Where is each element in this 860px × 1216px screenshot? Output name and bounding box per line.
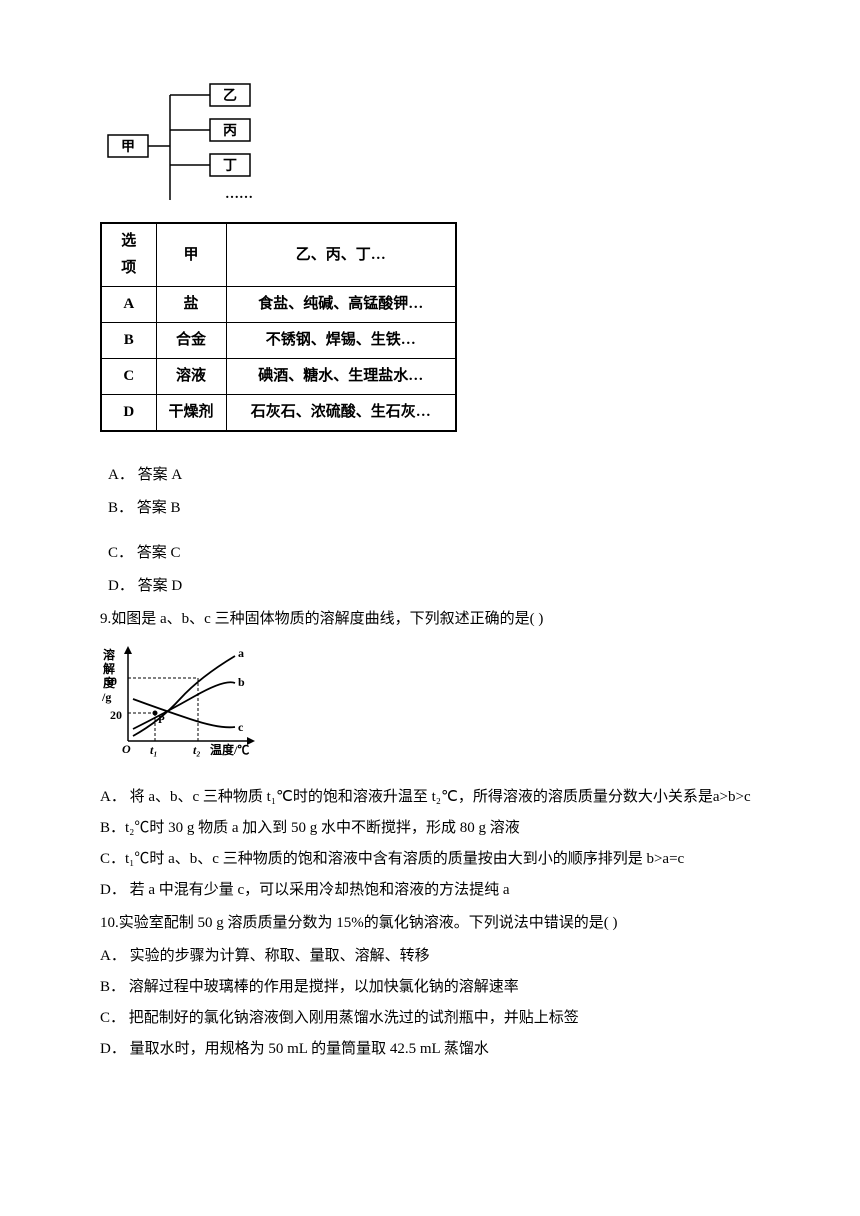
svg-text:P: P bbox=[158, 714, 165, 726]
svg-text:……: …… bbox=[225, 187, 253, 202]
table-header-1: 甲 bbox=[156, 223, 226, 287]
q10-stem: 10.实验室配制 50 g 溶质质量分数为 15%的氯化钠溶液。下列说法中错误的… bbox=[100, 910, 760, 937]
svg-text:c: c bbox=[238, 720, 244, 734]
table-row: B合金不锈钢、焊锡、生铁… bbox=[101, 323, 456, 359]
table-header-2: 乙、丙、丁… bbox=[226, 223, 456, 287]
svg-text:a: a bbox=[238, 646, 244, 660]
svg-text:t₁: t₁ bbox=[150, 743, 158, 757]
svg-text:O: O bbox=[122, 742, 131, 756]
q9-opt-d: D． 若 a 中混有少量 c，可以采用冷却热饱和溶液的方法提纯 a bbox=[100, 877, 760, 904]
svg-text:50: 50 bbox=[105, 674, 117, 688]
tree-leaf-0: 乙 bbox=[223, 88, 237, 104]
option-b: B． 答案 B bbox=[100, 495, 760, 522]
q9-opt-c: C．t₁℃时 a、b、c 三种物质的饱和溶液中含有溶质的质量按由大到小的顺序排列… bbox=[100, 846, 760, 873]
q10-opt-d: D． 量取水时，用规格为 50 mL 的量筒量取 42.5 mL 蒸馏水 bbox=[100, 1036, 760, 1063]
q10-opt-c: C． 把配制好的氯化钠溶液倒入刚用蒸馏水洗过的试剂瓶中，并贴上标签 bbox=[100, 1005, 760, 1032]
tree-root: 甲 bbox=[121, 139, 135, 155]
table-row: D干燥剂石灰石、浓硫酸、生石灰… bbox=[101, 395, 456, 432]
category-table: 选项 甲 乙、丙、丁… A盐食盐、纯碱、高锰酸钾… B合金不锈钢、焊锡、生铁… … bbox=[100, 222, 457, 432]
solubility-chart: 溶 解 度 /g 50 20 O a b c P t₁ t₂ 温度/℃ bbox=[100, 641, 760, 776]
option-d: D． 答案 D bbox=[100, 573, 760, 600]
tree-leaf-2: 丁 bbox=[223, 159, 237, 174]
q9-stem: 9.如图是 a、b、c 三种固体物质的溶解度曲线，下列叙述正确的是( ) bbox=[100, 606, 760, 633]
svg-text:温度/℃: 温度/℃ bbox=[210, 742, 249, 757]
option-a: A． 答案 A bbox=[100, 462, 760, 489]
q9-opt-a: A． 将 a、b、c 三种物质 t₁℃时的饱和溶液升温至 t₂℃，所得溶液的溶质… bbox=[100, 784, 760, 811]
q10-opt-a: A． 实验的步骤为计算、称取、量取、溶解、转移 bbox=[100, 943, 760, 970]
option-c: C． 答案 C bbox=[100, 540, 760, 567]
tree-diagram: 甲 乙 丙 丁 …… bbox=[100, 80, 760, 210]
svg-text:溶: 溶 bbox=[103, 647, 115, 662]
table-header-0: 选项 bbox=[101, 223, 156, 287]
svg-text:t₂: t₂ bbox=[193, 743, 201, 757]
q10-opt-b: B． 溶解过程中玻璃棒的作用是搅拌，以加快氯化钠的溶解速率 bbox=[100, 974, 760, 1001]
svg-text:b: b bbox=[238, 675, 245, 689]
table-row: A盐食盐、纯碱、高锰酸钾… bbox=[101, 287, 456, 323]
tree-svg: 甲 乙 丙 丁 …… bbox=[100, 80, 290, 210]
tree-leaf-1: 丙 bbox=[223, 123, 237, 139]
q9-opt-b: B．t₂℃时 30 g 物质 a 加入到 50 g 水中不断搅拌，形成 80 g… bbox=[100, 815, 760, 842]
svg-text:/g: /g bbox=[101, 690, 111, 704]
table-row: C溶液碘酒、糖水、生理盐水… bbox=[101, 359, 456, 395]
svg-text:20: 20 bbox=[110, 708, 122, 722]
